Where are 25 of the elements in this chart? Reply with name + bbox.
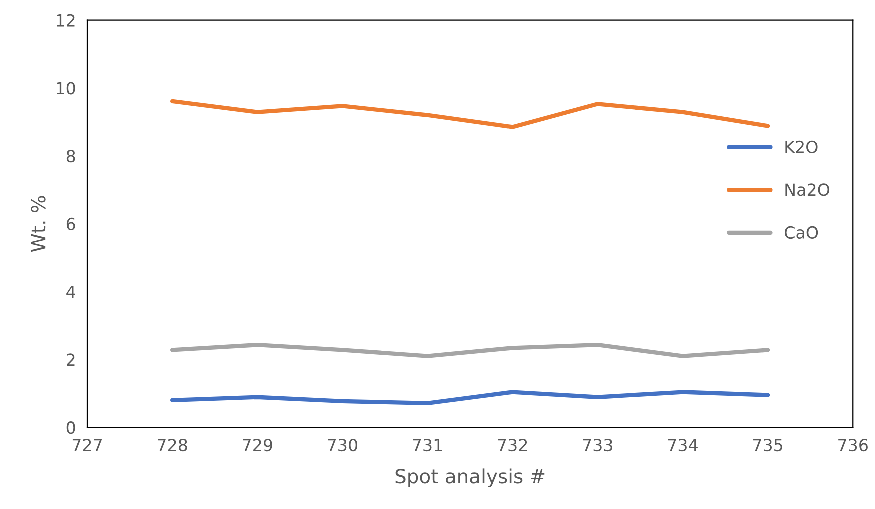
x-tick-label: 730 xyxy=(328,438,358,452)
x-tick-label: 729 xyxy=(243,438,272,452)
legend-label: CaO xyxy=(784,226,818,240)
x-tick-label: 727 xyxy=(72,438,102,452)
x-tick-label: 735 xyxy=(754,438,783,452)
x-tick-label: 734 xyxy=(668,438,698,452)
y-tick-label: 2 xyxy=(67,354,75,366)
x-tick-label: 728 xyxy=(158,438,188,452)
line-series xyxy=(170,343,770,358)
y-axis-title: Wt. % xyxy=(31,196,46,252)
y-tick-label: 0 xyxy=(66,422,76,434)
x-axis-title: Spot analysis # xyxy=(396,468,545,488)
y-tick-label: 10 xyxy=(57,82,76,95)
y-tick-label: 12 xyxy=(57,14,75,27)
x-tick-label: 731 xyxy=(413,438,442,452)
line-series xyxy=(170,99,770,130)
x-tick-label: 736 xyxy=(838,438,868,452)
y-tick-label: 4 xyxy=(66,286,76,298)
x-tick-label: 732 xyxy=(498,438,528,452)
legend-label: K2O xyxy=(786,140,818,154)
x-tick-label: 733 xyxy=(583,438,612,452)
legend-label: Na2O xyxy=(786,184,830,196)
y-tick-label: 6 xyxy=(66,218,76,231)
line-series xyxy=(170,390,770,406)
y-tick-label: 8 xyxy=(66,150,76,163)
